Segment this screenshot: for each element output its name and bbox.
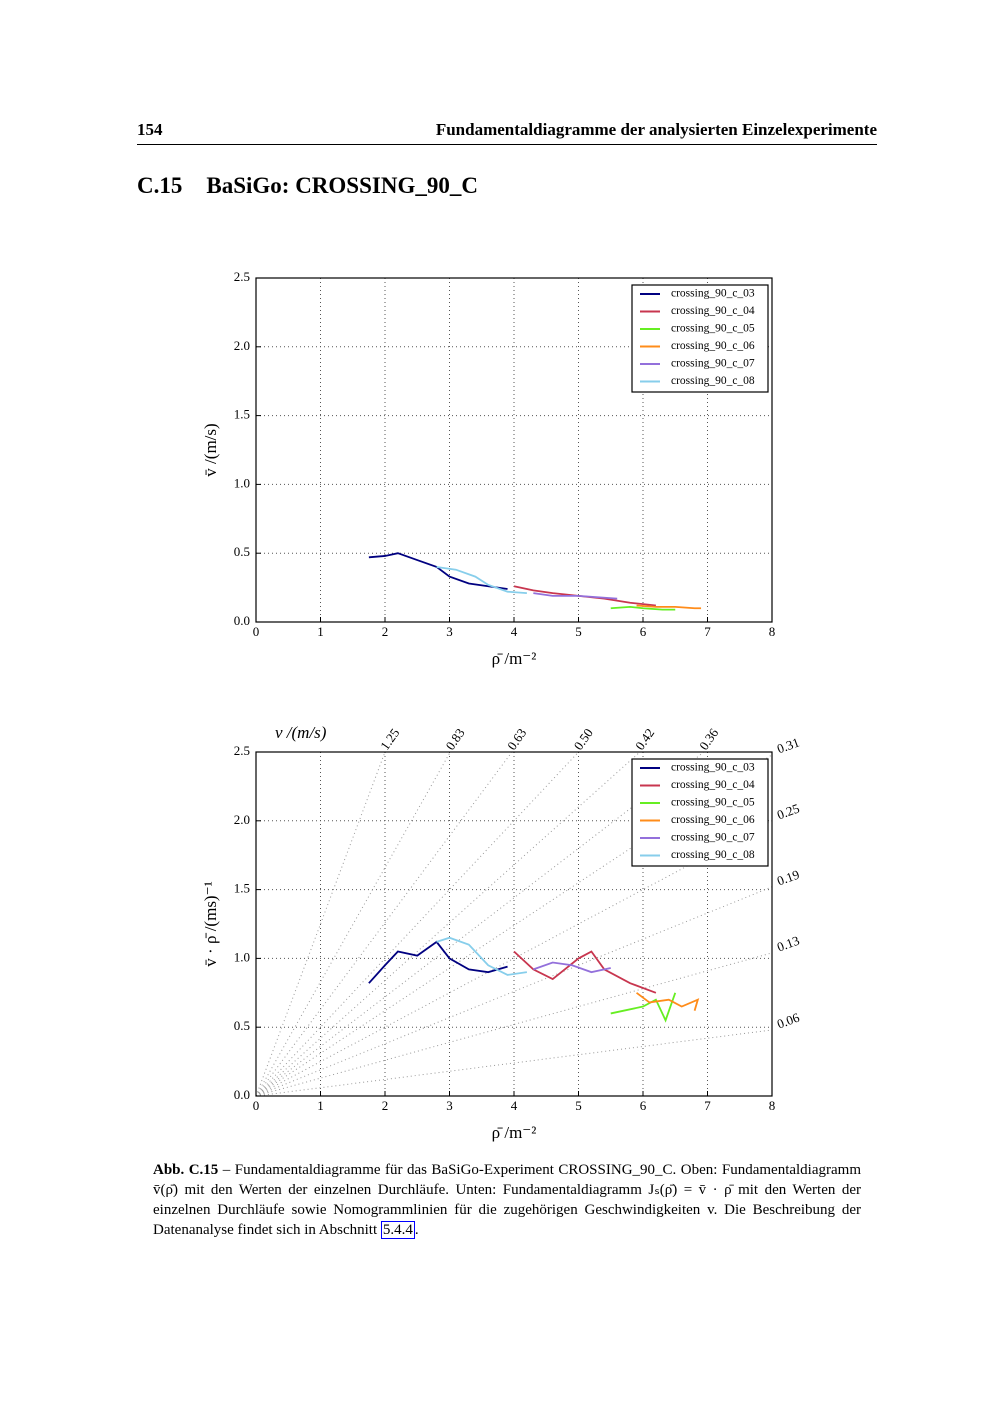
nomogram-label: 0.25 — [775, 801, 802, 823]
x-tick-label: 8 — [769, 1098, 776, 1113]
x-tick-label: 7 — [704, 1098, 711, 1113]
x-tick-label: 2 — [382, 624, 389, 639]
legend-label: crossing_90_c_08 — [671, 849, 755, 861]
nomogram-line — [255, 751, 579, 1097]
legend-label: crossing_90_c_07 — [671, 358, 755, 370]
y-tick-label: 2.5 — [234, 743, 250, 758]
y-axis-label: v̄ · ρ̄ /(ms)⁻¹ — [201, 881, 220, 966]
caption-text: – Fundamentaldiagramme für das BaSiGo-Ex… — [153, 1162, 861, 1238]
caption: Abb. C.15 – Fundamentaldiagramme für das… — [153, 1160, 861, 1240]
nomogram-label: 0.50 — [571, 726, 596, 753]
nomogram-line — [255, 886, 773, 1097]
series-line — [513, 950, 657, 994]
nomogram-line — [255, 820, 773, 1097]
series-line — [636, 604, 702, 610]
section-link[interactable]: 5.4.4 — [380, 1221, 415, 1239]
legend-box — [631, 758, 769, 867]
y-tick-label: 2.0 — [234, 338, 250, 353]
page-header: 154 Fundamentaldiagramme der analysierte… — [137, 118, 877, 145]
x-tick-label: 7 — [704, 624, 711, 639]
legend-label: crossing_90_c_03 — [671, 762, 755, 774]
legend-label: crossing_90_c_04 — [671, 305, 755, 317]
y-tick-label: 2.5 — [234, 269, 250, 284]
x-tick-label: 4 — [511, 624, 518, 639]
caption-end: . — [414, 1222, 419, 1238]
y-tick-label: 0.5 — [234, 544, 250, 559]
y-tick-label: 0.0 — [234, 613, 250, 628]
x-tick-label: 2 — [382, 1098, 389, 1113]
y-tick-label: 2.0 — [234, 812, 250, 827]
x-tick-label: 0 — [253, 624, 260, 639]
series-line — [636, 992, 700, 1011]
y-axis-label: v̄ /(m/s) — [201, 423, 220, 476]
x-tick-label: 5 — [575, 1098, 582, 1113]
x-tick-label: 4 — [511, 1098, 518, 1113]
nomogram-label: 1.25 — [377, 726, 402, 753]
y-tick-label: 0.0 — [234, 1087, 250, 1102]
nomogram-line — [255, 751, 451, 1097]
legend-label: crossing_90_c_07 — [671, 832, 755, 844]
y-tick-label: 1.5 — [234, 407, 250, 422]
nomogram-label: 0.83 — [442, 726, 467, 753]
legend-label: crossing_90_c_03 — [671, 288, 755, 300]
nomogram-line — [255, 751, 513, 1097]
y-tick-label: 1.0 — [234, 949, 250, 964]
caption-label: Abb. C.15 — [153, 1162, 219, 1178]
x-tick-label: 1 — [317, 624, 324, 639]
nomogram-label: 0.31 — [775, 734, 802, 756]
nomogram-label: 0.06 — [775, 1010, 802, 1032]
legend-label: crossing_90_c_04 — [671, 779, 755, 791]
nomogram-axis-label: v /(m/s) — [275, 723, 327, 742]
series-line — [436, 936, 528, 976]
page-number: 154 — [137, 120, 163, 139]
nomogram-line — [255, 751, 641, 1097]
plot-frame — [255, 751, 773, 1097]
x-axis-label: ρ̄ /m⁻² — [492, 649, 537, 668]
legend-label: crossing_90_c_05 — [671, 797, 755, 809]
y-tick-label: 1.5 — [234, 881, 250, 896]
legend-label: crossing_90_c_08 — [671, 375, 755, 387]
series-line — [533, 592, 618, 600]
running-title: Fundamentaldiagramme der analysierten Ei… — [435, 120, 877, 139]
legend-label: crossing_90_c_05 — [671, 323, 755, 335]
legend-label: crossing_90_c_06 — [671, 814, 755, 826]
legend-label: crossing_90_c_06 — [671, 340, 755, 352]
x-tick-label: 6 — [640, 1098, 647, 1113]
x-tick-label: 6 — [640, 624, 647, 639]
nomogram-label: 0.63 — [504, 726, 529, 753]
plot-frame — [255, 277, 773, 623]
x-tick-label: 5 — [575, 624, 582, 639]
section-number: C.15 — [137, 173, 183, 198]
y-tick-label: 0.5 — [234, 1018, 250, 1033]
nomogram-label: 0.42 — [632, 726, 657, 753]
x-tick-label: 3 — [446, 624, 453, 639]
series-line — [610, 605, 676, 611]
series-line — [533, 961, 611, 974]
series-line — [436, 566, 527, 595]
legend-box — [631, 284, 769, 393]
nomogram-label: 0.36 — [696, 725, 722, 753]
x-axis-label: ρ̄ /m⁻² — [492, 1123, 537, 1142]
nomogram-label: 0.19 — [775, 867, 802, 889]
y-tick-label: 1.0 — [234, 475, 250, 490]
x-tick-label: 8 — [769, 624, 776, 639]
section-heading: C.15 BaSiGo: CROSSING_90_C — [137, 173, 478, 199]
x-tick-label: 0 — [253, 1098, 260, 1113]
x-tick-label: 1 — [317, 1098, 324, 1113]
section-title: BaSiGo: CROSSING_90_C — [206, 173, 478, 198]
nomogram-label: 0.13 — [775, 933, 802, 955]
x-tick-label: 3 — [446, 1098, 453, 1113]
charts: 0 1 2 3 4 5 6 7 8 0.0 0.5 1.0 1.5 2.0 2.5 crossing_90_c… — [201, 269, 802, 1142]
nomogram-line — [255, 1029, 773, 1097]
